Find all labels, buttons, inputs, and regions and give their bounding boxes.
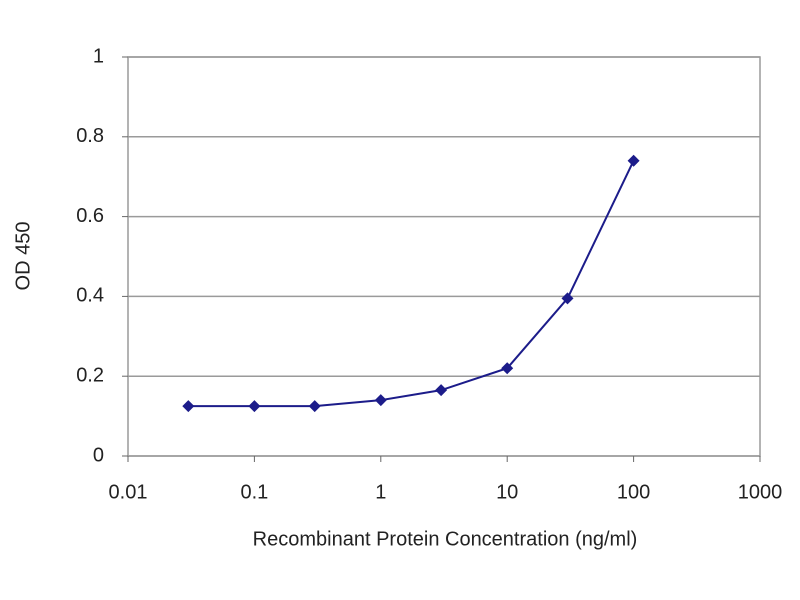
data-point xyxy=(374,394,387,407)
x-tick-label: 0.1 xyxy=(240,481,268,503)
data-point xyxy=(435,384,448,397)
y-tick-label: 0.4 xyxy=(76,285,104,307)
series-line xyxy=(188,160,635,408)
y-tick-label: 0.6 xyxy=(76,205,104,227)
data-point xyxy=(248,400,261,413)
y-tick-label: 1 xyxy=(93,45,104,67)
data-point xyxy=(627,154,640,167)
x-tick-label: 1 xyxy=(375,481,386,503)
x-tick-label: 0.01 xyxy=(109,481,148,503)
data-point xyxy=(308,400,321,413)
x-tick-label: 10 xyxy=(496,481,518,503)
y-tick-label: 0 xyxy=(93,444,104,466)
plot-area xyxy=(127,56,761,457)
x-tick-label: 1000 xyxy=(738,481,783,503)
x-tick-label: 100 xyxy=(617,481,650,503)
y-axis-title: OD 450 xyxy=(12,222,34,291)
y-tick-label: 0.2 xyxy=(76,364,104,386)
data-point xyxy=(182,400,195,413)
data-point xyxy=(561,292,574,305)
y-tick-label: 0.8 xyxy=(76,125,104,147)
data-point xyxy=(501,362,514,375)
x-axis-title: Recombinant Protein Concentration (ng/ml… xyxy=(253,528,638,550)
